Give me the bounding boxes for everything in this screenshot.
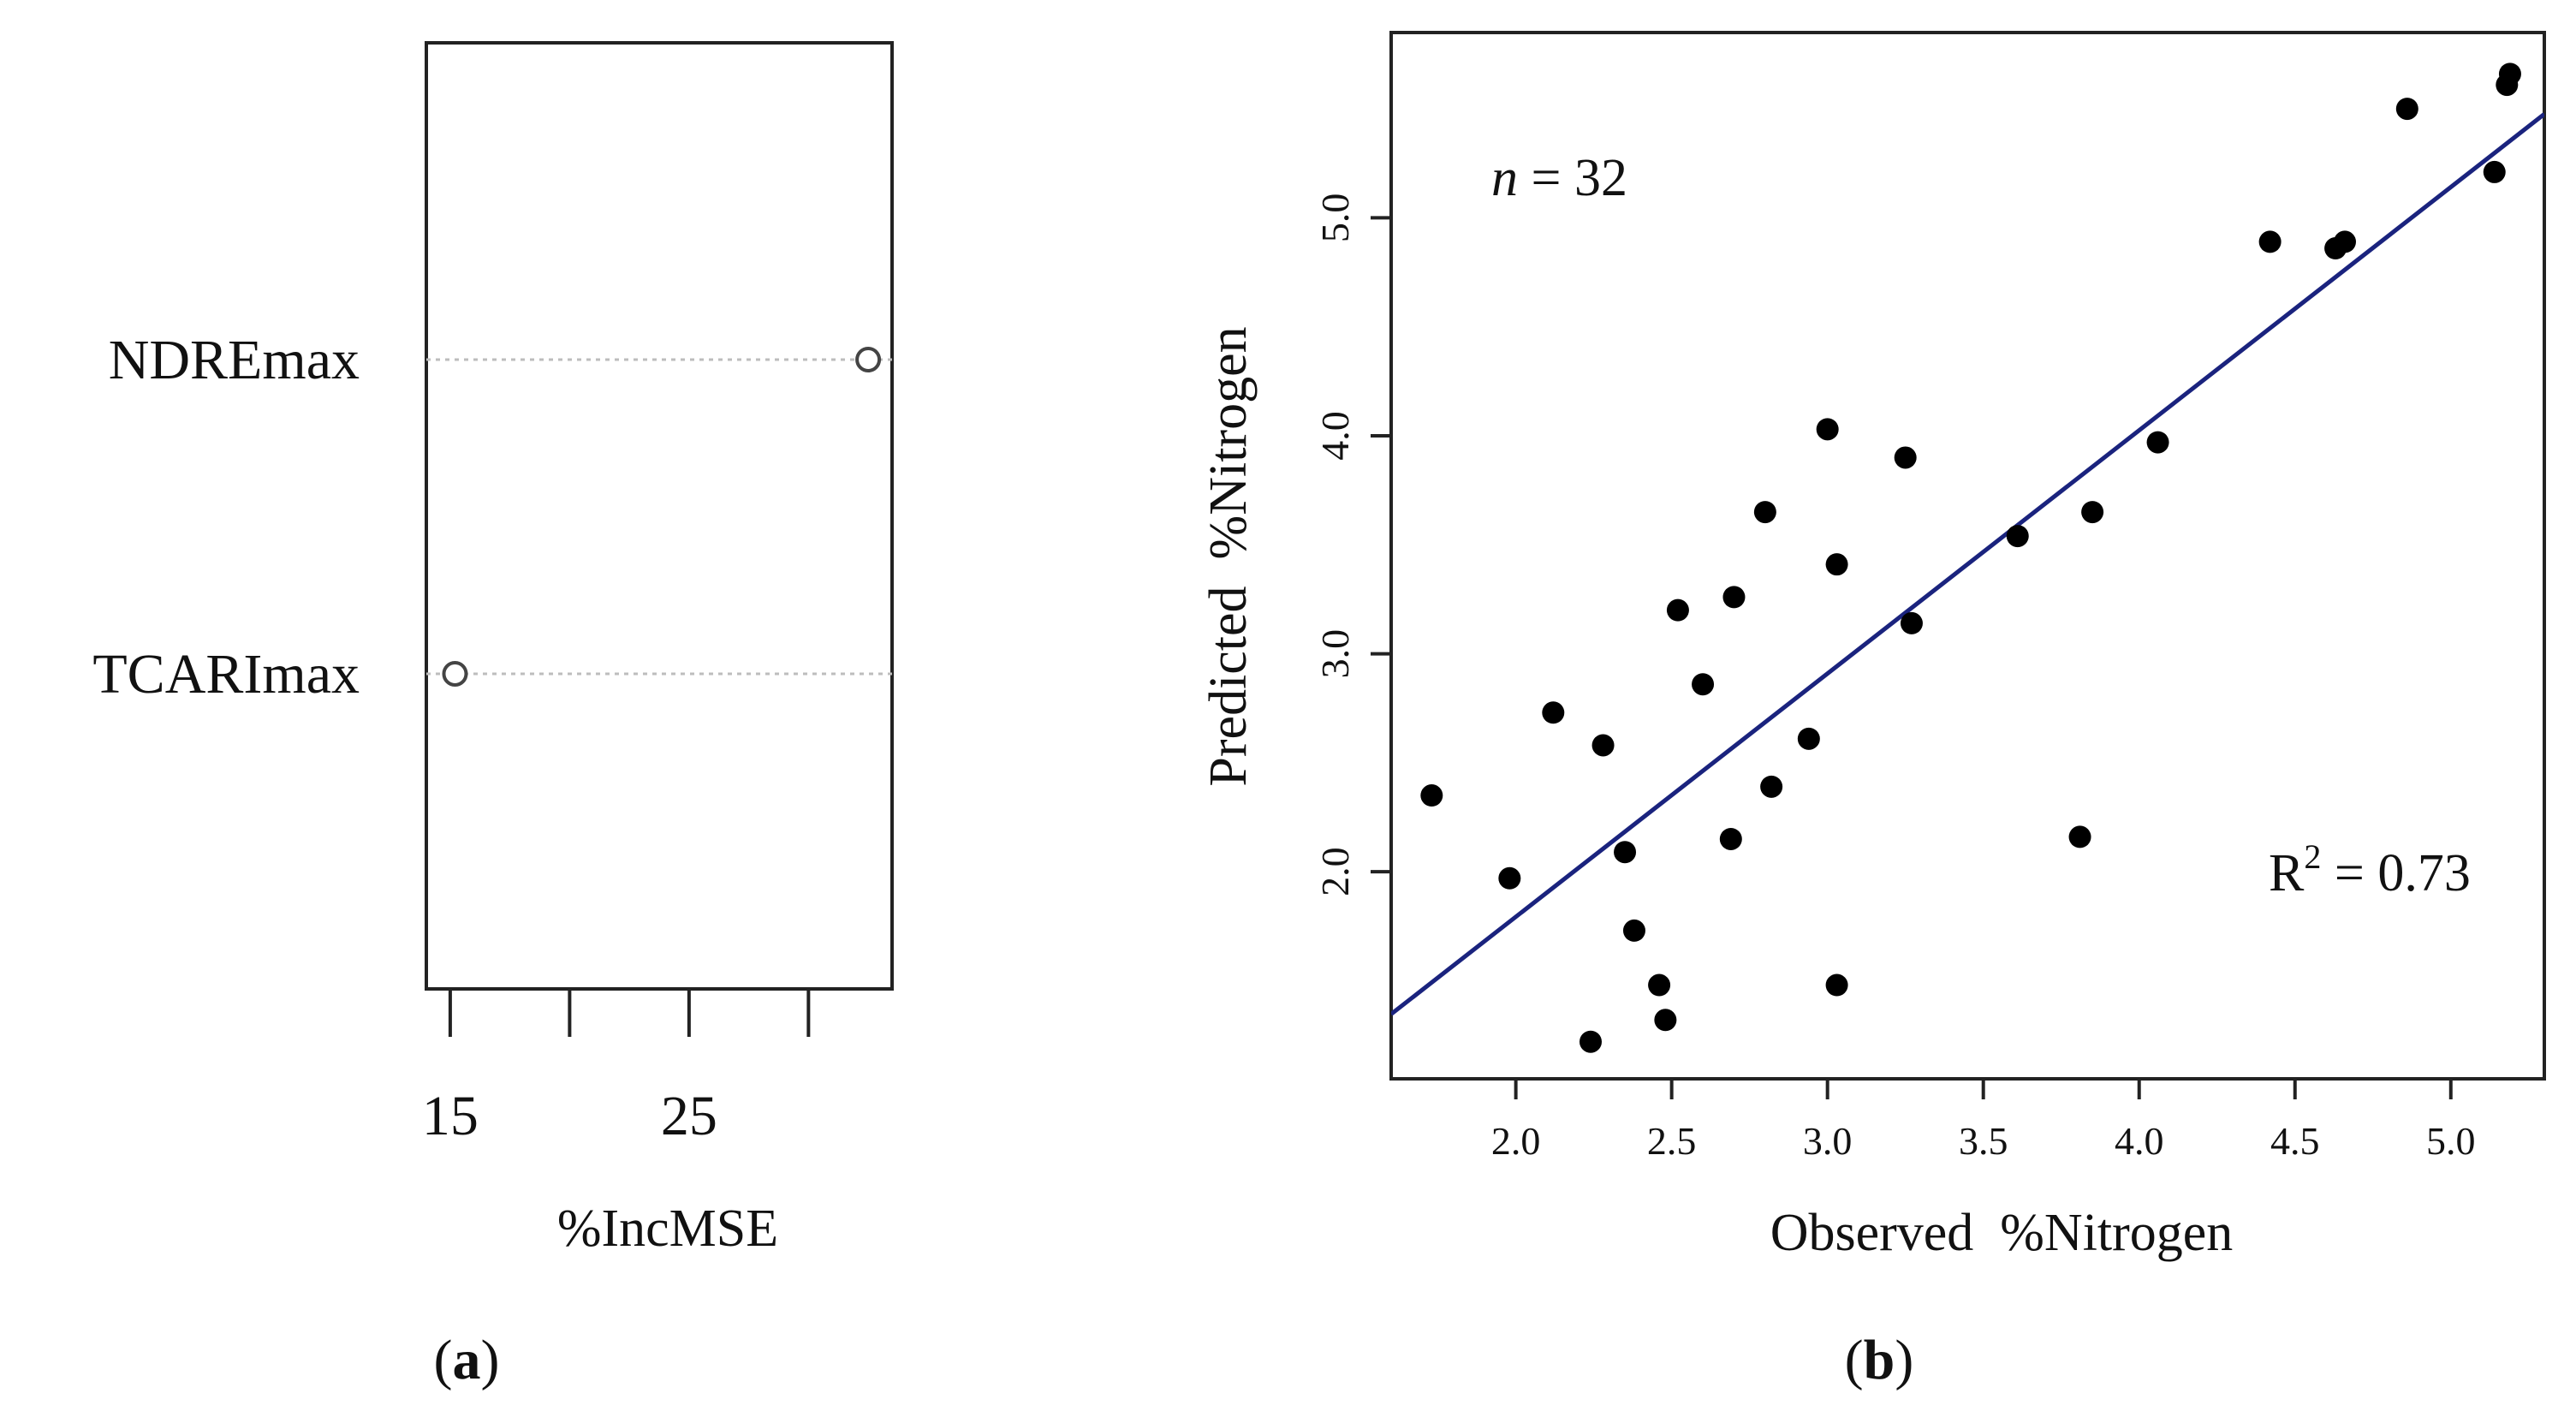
x-tick-labels: 2.0 2.5 3.0 3.5 4.0 4.5 5.0 [1491, 1119, 2476, 1163]
data-point [1654, 1009, 1677, 1032]
n-symbol: n [1491, 149, 1518, 207]
x-tick-label: 5.0 [2426, 1119, 2476, 1163]
y-tick-labels: 2.0 3.0 4.0 5.0 [1313, 193, 1357, 896]
y-tick-label: 4.0 [1313, 411, 1357, 460]
panel-label-open-paren: ( [1845, 1329, 1864, 1391]
data-point [1753, 501, 1776, 524]
x-tick-label: 3.5 [1959, 1119, 2008, 1163]
data-point [1692, 673, 1715, 696]
data-point [1542, 701, 1565, 724]
dot-point [442, 661, 468, 687]
panel-label-close-paren: ) [481, 1329, 500, 1391]
n-annotation: n = 32 [1491, 149, 1627, 207]
data-point [2146, 431, 2169, 454]
dot-point [855, 347, 882, 372]
regression-line [1391, 112, 2544, 1016]
x-tick-label: 15 [422, 1085, 479, 1147]
panel-label-open-paren: ( [434, 1329, 453, 1391]
category-label: NDREmax [109, 329, 360, 391]
data-point [1579, 1030, 1602, 1053]
data-point [1816, 418, 1839, 441]
x-axis-ticks [1514, 1079, 2453, 1099]
panel-label-letter: a [453, 1329, 481, 1391]
data-point [1825, 973, 1848, 997]
data-point [1648, 973, 1671, 997]
data-point [2483, 160, 2506, 183]
r2-R: R [2269, 844, 2305, 902]
x-axis-title-a: %IncMSE [557, 1200, 778, 1258]
x-tick-label: 3.0 [1803, 1119, 1853, 1163]
y-tick-label: 2.0 [1313, 847, 1357, 896]
data-point [2334, 230, 2357, 253]
x-tick-label: 2.5 [1647, 1119, 1697, 1163]
plot-frame-b [1389, 31, 2546, 1081]
x-tick-label: 25 [661, 1085, 717, 1147]
data-point [1498, 866, 1521, 890]
data-point [1719, 827, 1742, 850]
r2-value: = 0.73 [2321, 844, 2470, 902]
y-axis-ticks [1371, 216, 1391, 874]
data-point [1894, 446, 1917, 469]
data-point [2068, 825, 2091, 848]
y-tick-label: 5.0 [1313, 193, 1357, 242]
x-tick-labels: 15 25 [422, 1085, 717, 1147]
panel-label-close-paren: ) [1895, 1329, 1913, 1391]
x-tick-label: 4.0 [2115, 1119, 2164, 1163]
data-point [2006, 525, 2029, 548]
x-axis-title-b: Observed %Nitrogen [1770, 1204, 2234, 1262]
panel-label-b: (b) [1845, 1329, 1914, 1391]
data-point [1622, 919, 1645, 942]
panel-b-scatter: 2.0 2.5 3.0 3.5 4.0 4.5 5.0 2.0 3.0 4.0 5.0 n = 3… [1199, 31, 2546, 1391]
data-point [1825, 553, 1848, 576]
category-labels: NDREmax TCARImax [92, 329, 360, 706]
data-point [1797, 727, 1820, 750]
plot-frame-a [425, 41, 894, 991]
data-point [2081, 501, 2104, 524]
y-tick-label: 3.0 [1313, 629, 1357, 679]
data-point [1420, 784, 1443, 807]
x-tick-label: 4.5 [2270, 1119, 2320, 1163]
data-point [1722, 586, 1746, 609]
dotchart-points [442, 347, 882, 687]
x-tick-label: 2.0 [1491, 1119, 1541, 1163]
data-point [2395, 98, 2418, 121]
dotchart-guides [426, 358, 892, 676]
category-label: TCARImax [92, 643, 360, 706]
data-point [1760, 775, 1783, 798]
x-axis-ticks [448, 989, 811, 1037]
data-point [1614, 841, 1637, 864]
panel-label-a: (a) [434, 1329, 500, 1391]
n-value: = 32 [1518, 149, 1627, 207]
r2-superscript: 2 [2304, 837, 2321, 876]
data-points [1420, 63, 2521, 1053]
data-point [1666, 598, 1689, 622]
data-point [1900, 611, 1923, 634]
r2-annotation: R2 = 0.73 [2269, 837, 2471, 902]
data-point [2258, 230, 2282, 253]
y-axis-title-b: Predicted %Nitrogen [1199, 326, 1258, 786]
data-point [1591, 734, 1615, 757]
panel-label-letter: b [1864, 1329, 1895, 1391]
data-point [2498, 63, 2521, 86]
